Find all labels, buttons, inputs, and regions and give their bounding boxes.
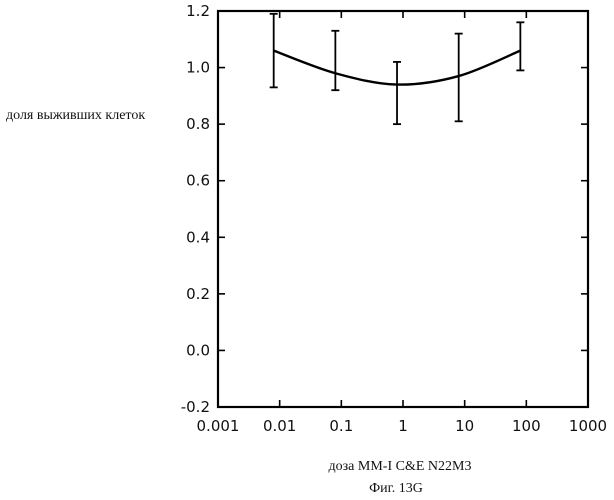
x-tick-label: 100 (512, 417, 541, 435)
y-tick-label: 0.2 (186, 285, 210, 303)
y-tick-label: 1.2 (186, 2, 210, 20)
y-tick-label: 0.0 (186, 341, 210, 359)
x-tick-label: 0.001 (197, 417, 240, 435)
figure-caption: Фиг. 13G (369, 481, 423, 496)
y-axis-label: доля выживших клеток (6, 108, 145, 123)
x-tick-label: 1 (398, 417, 408, 435)
y-tick-label: -0.2 (181, 398, 210, 416)
x-axis-label: доза MM-I C&E N22M3 (329, 459, 472, 474)
x-tick-label: 1000 (569, 417, 607, 435)
y-axis-ticks: -0.2 0.0 0.2 0.4 0.6 0.8 1.0 1.2 (181, 2, 588, 416)
y-tick-label: 0.6 (186, 172, 210, 190)
y-tick-label: 1.0 (186, 59, 210, 77)
x-tick-label: 0.01 (263, 417, 296, 435)
y-tick-label: 0.8 (186, 115, 210, 133)
x-axis-ticks: 0.001 0.01 0.1 1 10 100 1000 (197, 11, 608, 435)
series-group (270, 14, 525, 124)
x-tick-label: 0.1 (329, 417, 353, 435)
x-tick-label: 10 (455, 417, 474, 435)
y-tick-label: 0.4 (186, 228, 210, 246)
